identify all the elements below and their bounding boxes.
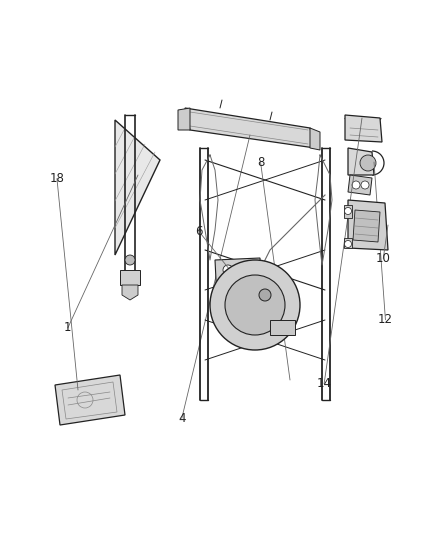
Text: 10: 10 <box>376 252 391 265</box>
Circle shape <box>243 285 253 295</box>
Text: 12: 12 <box>378 313 393 326</box>
Text: 18: 18 <box>49 172 64 185</box>
Circle shape <box>352 181 360 189</box>
Polygon shape <box>185 108 315 148</box>
Polygon shape <box>178 108 190 130</box>
Circle shape <box>259 289 271 301</box>
Circle shape <box>361 181 369 189</box>
Circle shape <box>345 207 352 214</box>
Polygon shape <box>348 175 372 195</box>
Polygon shape <box>122 285 138 300</box>
Text: 4: 4 <box>178 412 186 425</box>
Circle shape <box>223 285 233 295</box>
Circle shape <box>243 265 253 275</box>
Polygon shape <box>344 205 352 218</box>
Text: 1: 1 <box>64 321 72 334</box>
Polygon shape <box>353 210 380 242</box>
Text: 8: 8 <box>257 156 264 169</box>
Polygon shape <box>348 200 388 250</box>
Polygon shape <box>115 120 160 255</box>
Polygon shape <box>55 375 125 425</box>
Polygon shape <box>344 238 352 248</box>
Text: 14: 14 <box>317 377 332 390</box>
Circle shape <box>225 275 285 335</box>
Polygon shape <box>215 258 262 300</box>
Circle shape <box>345 240 352 247</box>
Polygon shape <box>270 320 295 335</box>
Circle shape <box>125 255 135 265</box>
Polygon shape <box>310 128 320 150</box>
Polygon shape <box>345 115 382 142</box>
Circle shape <box>360 155 376 171</box>
Text: 6: 6 <box>195 225 203 238</box>
Circle shape <box>223 265 233 275</box>
Polygon shape <box>120 270 140 285</box>
Circle shape <box>210 260 300 350</box>
Polygon shape <box>348 148 374 175</box>
